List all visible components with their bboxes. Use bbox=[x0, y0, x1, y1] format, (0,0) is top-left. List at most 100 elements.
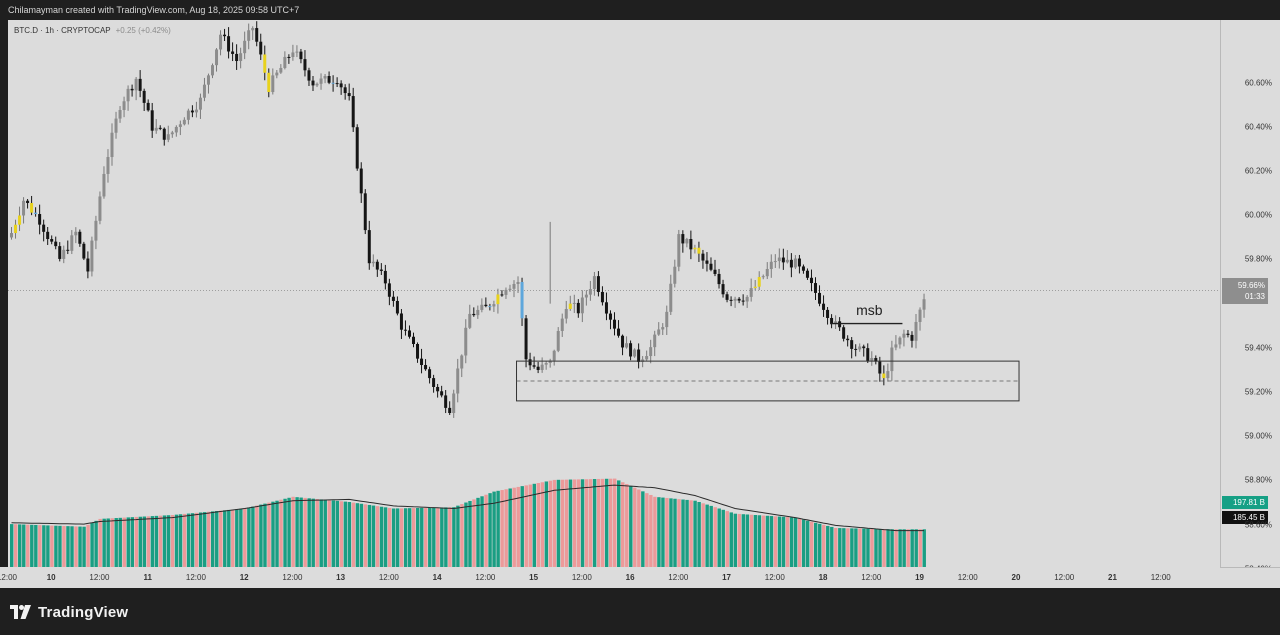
volume-bar bbox=[528, 484, 532, 567]
candle bbox=[544, 360, 548, 370]
msb-label: msb bbox=[856, 301, 883, 318]
candle bbox=[826, 307, 830, 325]
candle bbox=[367, 220, 371, 270]
candle-body bbox=[637, 349, 641, 362]
candle bbox=[46, 227, 50, 245]
price-scale-divider bbox=[1220, 20, 1221, 567]
candle bbox=[440, 385, 444, 398]
volume-bar bbox=[34, 524, 38, 567]
volume-bar bbox=[279, 499, 283, 567]
candle-body bbox=[596, 276, 600, 292]
volume-bar bbox=[858, 528, 862, 567]
volume-bar bbox=[178, 514, 183, 567]
candle bbox=[797, 254, 801, 274]
volume-bar bbox=[211, 511, 215, 567]
candle-body bbox=[492, 304, 496, 307]
volume-bar bbox=[440, 507, 444, 567]
volume-bar bbox=[138, 516, 143, 567]
candle bbox=[130, 84, 134, 97]
candle bbox=[617, 320, 621, 338]
symbol-legend[interactable]: BTC.D · 1h · CRYPTOCAP +0.25 (+0.42%) bbox=[14, 26, 171, 35]
candle-body bbox=[90, 240, 94, 272]
tradingview-logo[interactable]: TradingView bbox=[10, 603, 128, 621]
last-price-tag: 59.66% 01:33 bbox=[1222, 278, 1268, 305]
volume-bar bbox=[641, 491, 645, 567]
volume-bar bbox=[287, 497, 291, 567]
scale-corner bbox=[1220, 567, 1280, 588]
candle-body bbox=[215, 49, 219, 66]
volume-bar bbox=[617, 480, 621, 567]
time-tick-label: 10 bbox=[46, 573, 56, 582]
candle bbox=[327, 71, 331, 85]
candle-body bbox=[198, 97, 202, 110]
candle bbox=[150, 102, 154, 138]
candle-body bbox=[669, 283, 673, 312]
candle-body bbox=[693, 247, 697, 250]
candle-body bbox=[303, 59, 307, 71]
candle bbox=[387, 278, 391, 306]
candle bbox=[303, 50, 307, 77]
volume-bar bbox=[878, 528, 882, 567]
candle-body bbox=[902, 333, 906, 338]
candle bbox=[749, 278, 753, 302]
candle-body bbox=[834, 321, 838, 324]
candle bbox=[532, 356, 536, 369]
candle bbox=[673, 259, 677, 288]
candle bbox=[66, 240, 70, 255]
price-tick-label: 59.20% bbox=[1244, 387, 1272, 397]
volume-bar bbox=[26, 524, 30, 567]
candle bbox=[781, 248, 785, 270]
candle bbox=[761, 274, 765, 280]
candle bbox=[669, 274, 673, 315]
candle-body bbox=[681, 234, 685, 244]
volume-bar bbox=[685, 499, 689, 567]
candle-body bbox=[826, 309, 830, 318]
volume-bar bbox=[355, 503, 360, 567]
candle bbox=[705, 252, 709, 272]
candle bbox=[480, 298, 484, 313]
candle bbox=[166, 125, 170, 143]
volume-bar bbox=[721, 509, 725, 567]
candle bbox=[512, 280, 516, 298]
chart-area[interactable]: BTC.D · 1h · CRYPTOCAP +0.25 (+0.42%) msb bbox=[8, 20, 1220, 567]
candle-body bbox=[271, 75, 275, 93]
volume-bar bbox=[677, 499, 681, 567]
candle-body bbox=[383, 270, 387, 284]
volume-bar bbox=[922, 529, 926, 567]
candle bbox=[54, 236, 58, 250]
candle-body bbox=[793, 258, 797, 268]
candle bbox=[729, 296, 733, 307]
volume-bar bbox=[600, 478, 605, 567]
candle-body bbox=[645, 356, 649, 360]
volume-bar bbox=[604, 478, 609, 567]
volume-bar bbox=[283, 498, 287, 567]
volume-bar bbox=[436, 507, 440, 567]
volume-bar bbox=[797, 518, 802, 567]
candle-body bbox=[343, 87, 347, 94]
volume-bar bbox=[399, 508, 404, 567]
candle bbox=[460, 354, 464, 378]
time-scale[interactable]: 12:00 10 12:00 11 12:00 12 12:00 13 12:00 14 12:00… bbox=[0, 567, 1220, 588]
price-tick-label: 59.00% bbox=[1244, 431, 1272, 441]
candle bbox=[420, 348, 424, 374]
candle-body bbox=[126, 88, 130, 102]
candle bbox=[339, 80, 343, 95]
time-tick-label: 15 bbox=[529, 573, 539, 582]
volume-bar bbox=[536, 483, 541, 567]
candle bbox=[564, 300, 568, 324]
candle-body bbox=[814, 283, 817, 293]
volume-bar bbox=[862, 528, 866, 567]
volume-bar bbox=[846, 528, 850, 567]
volume-bar bbox=[814, 522, 818, 567]
price-scale[interactable]: 59.66% 01:33 197.81 B 185.45 B 60.60% 60.… bbox=[1220, 20, 1280, 573]
time-tick-label: 12:00 bbox=[957, 573, 978, 582]
candle bbox=[878, 356, 882, 382]
candle bbox=[789, 253, 793, 278]
volume-bar bbox=[850, 528, 854, 567]
candle-body bbox=[761, 276, 765, 278]
candle bbox=[194, 101, 198, 118]
candle bbox=[82, 241, 86, 261]
volume-bar bbox=[432, 507, 436, 567]
time-tick-label: 12:00 bbox=[0, 573, 18, 582]
candle bbox=[227, 27, 231, 59]
